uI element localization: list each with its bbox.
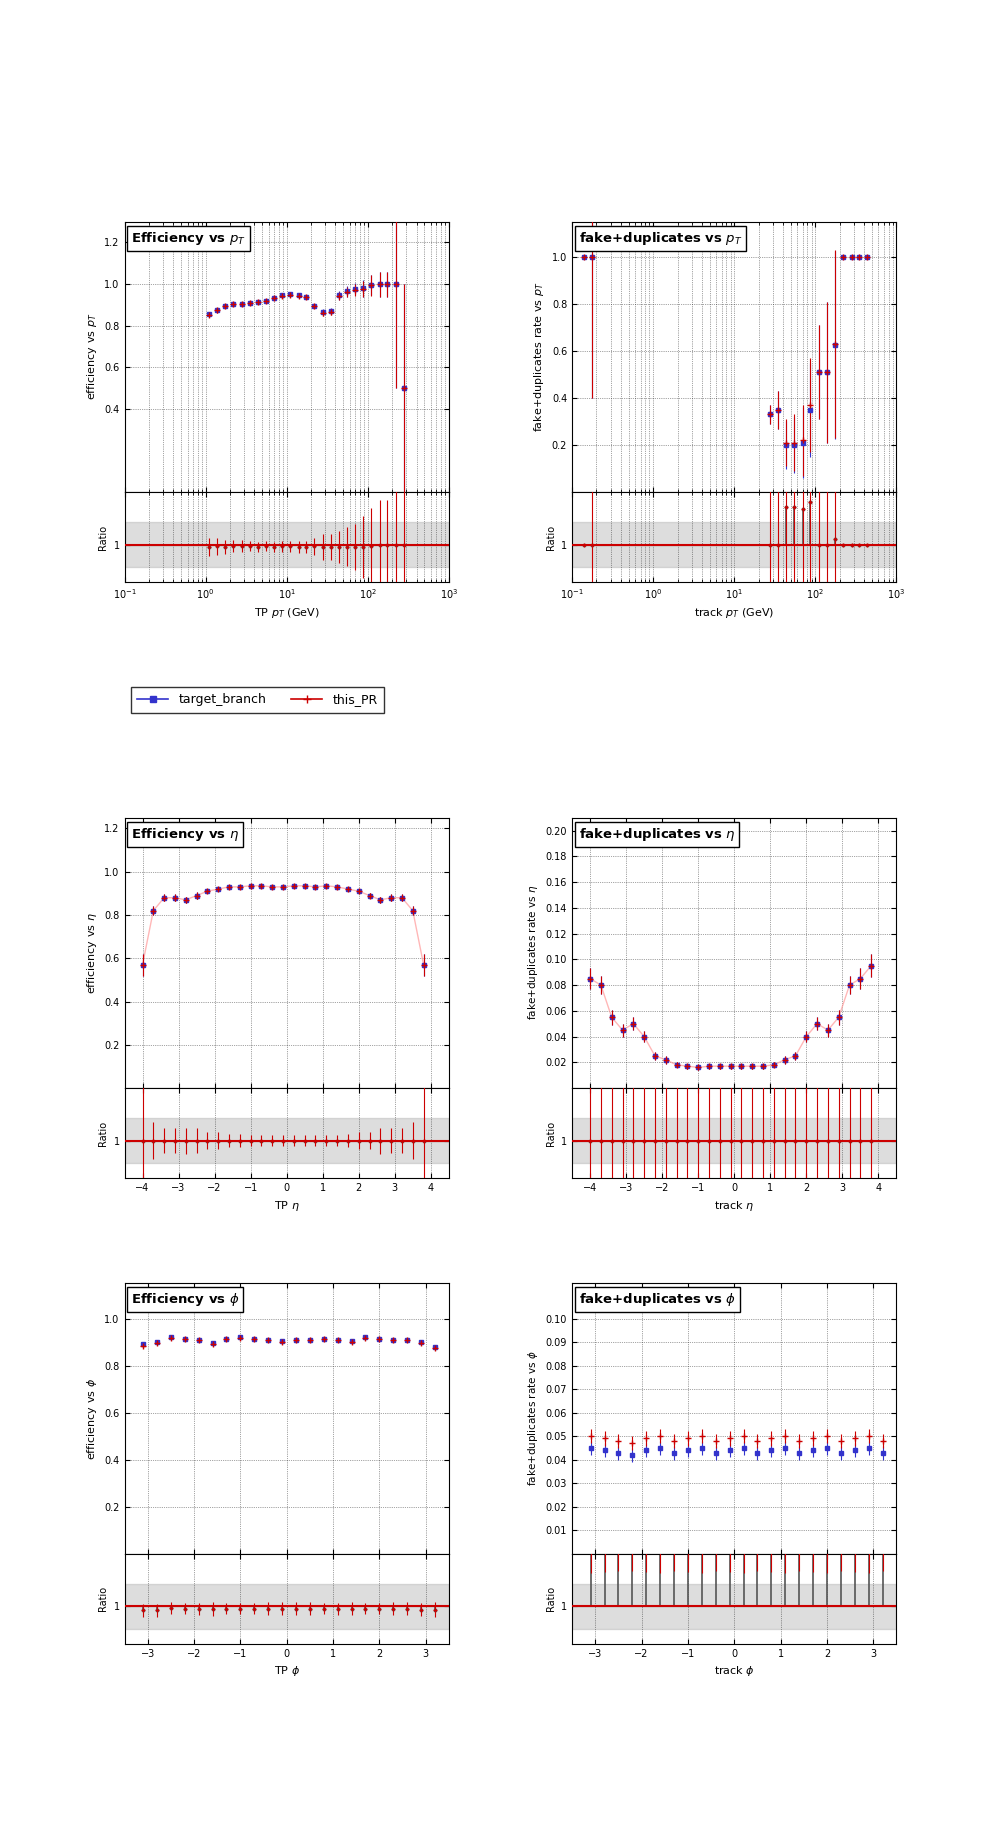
X-axis label: TP $p_T$ (GeV): TP $p_T$ (GeV)	[254, 606, 320, 621]
Text: fake+duplicates vs $\eta$: fake+duplicates vs $\eta$	[579, 826, 735, 842]
Y-axis label: efficiency vs $\eta$: efficiency vs $\eta$	[85, 912, 99, 994]
Y-axis label: Ratio: Ratio	[98, 525, 108, 550]
Text: Efficiency vs $\eta$: Efficiency vs $\eta$	[131, 826, 239, 842]
Bar	[572, 523, 896, 567]
Text: Efficiency vs $p_T$: Efficiency vs $p_T$	[131, 229, 246, 247]
Legend: target_branch, this_PR: target_branch, this_PR	[130, 687, 383, 713]
X-axis label: track $\phi$: track $\phi$	[714, 1664, 755, 1679]
Bar	[124, 523, 449, 567]
Text: fake+duplicates vs $\phi$: fake+duplicates vs $\phi$	[579, 1291, 736, 1308]
Text: fake+duplicates vs $p_T$: fake+duplicates vs $p_T$	[579, 229, 742, 247]
Y-axis label: Ratio: Ratio	[98, 1121, 108, 1145]
Bar	[124, 1117, 449, 1164]
X-axis label: track $p_T$ (GeV): track $p_T$ (GeV)	[694, 606, 775, 621]
Y-axis label: fake+duplicates rate vs $p_T$: fake+duplicates rate vs $p_T$	[532, 281, 546, 432]
Y-axis label: Ratio: Ratio	[546, 525, 556, 550]
Y-axis label: efficiency vs $\phi$: efficiency vs $\phi$	[85, 1378, 99, 1459]
Y-axis label: Ratio: Ratio	[546, 1587, 556, 1611]
X-axis label: TP $\eta$: TP $\eta$	[274, 1199, 300, 1213]
Y-axis label: Ratio: Ratio	[98, 1587, 108, 1611]
Bar	[572, 1583, 896, 1629]
Y-axis label: fake+duplicates rate vs $\eta$: fake+duplicates rate vs $\eta$	[526, 885, 540, 1021]
Y-axis label: fake+duplicates rate vs $\phi$: fake+duplicates rate vs $\phi$	[526, 1350, 540, 1487]
Bar	[124, 1583, 449, 1629]
Bar	[572, 1117, 896, 1164]
Text: Efficiency vs $\phi$: Efficiency vs $\phi$	[131, 1291, 239, 1308]
Y-axis label: Ratio: Ratio	[546, 1121, 556, 1145]
Y-axis label: efficiency vs $p_T$: efficiency vs $p_T$	[85, 314, 99, 401]
X-axis label: TP $\phi$: TP $\phi$	[274, 1664, 300, 1679]
X-axis label: track $\eta$: track $\eta$	[714, 1199, 755, 1213]
